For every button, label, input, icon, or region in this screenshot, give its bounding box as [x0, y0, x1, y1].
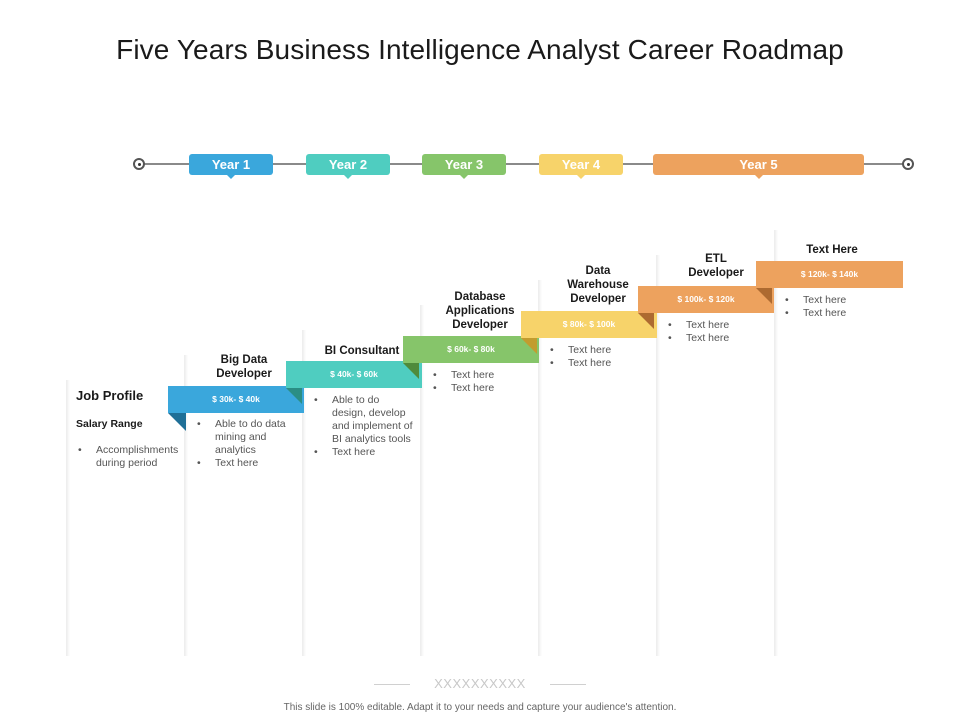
divider-left [374, 684, 410, 685]
stage-2-fold [286, 388, 302, 404]
stage-6-accomplishments: Text here Text here [785, 294, 885, 320]
page-title: Five Years Business Intelligence Analyst… [116, 34, 844, 65]
list-item: Text here [668, 319, 768, 332]
year-1-banner: Year 1 [189, 152, 273, 179]
stage-4-accomplishments: Text here Text here [550, 344, 650, 370]
year-3-pointer [460, 175, 468, 179]
list-item: Accomplishments during period [78, 444, 184, 470]
stage-4-fold [521, 338, 537, 354]
year-2-label: Year 2 [306, 154, 390, 175]
stage-3-accomplishments: Text here Text here [433, 369, 533, 395]
stage-2-salary: $ 40k- $ 60k [286, 361, 422, 388]
accomplishments-legend: Accomplishments during period [78, 444, 184, 470]
stage-5-salary: $ 100k- $ 120k [638, 286, 774, 313]
stage-4-salary: $ 80k- $ 100k [521, 311, 657, 338]
year-4-label: Year 4 [539, 154, 623, 175]
list-item: Able to do design, develop and implement… [314, 394, 414, 446]
column-divider [656, 255, 660, 656]
stage-3-salary: $ 60k- $ 80k [403, 336, 539, 363]
footer-note: This slide is 100% editable. Adapt it to… [283, 702, 677, 713]
year-4-pointer [577, 175, 585, 179]
list-item: Text here [785, 294, 885, 307]
stage-5-accomplishments: Text here Text here [668, 319, 768, 345]
stage-2-role: BI Consultant [324, 345, 400, 357]
list-item: Able to do data mining and analytics [197, 418, 295, 457]
stage-6-role: Text Here [806, 244, 858, 256]
list-item: Text here [550, 344, 650, 357]
list-item: Text here [550, 357, 650, 370]
stage-1-fold [168, 413, 186, 431]
year-3-banner: Year 3 [422, 152, 506, 179]
year-5-label: Year 5 [653, 154, 864, 175]
column-divider [302, 330, 306, 656]
column-divider [184, 355, 188, 656]
list-item: Text here [433, 369, 533, 382]
year-1-pointer [227, 175, 235, 179]
timeline-line [139, 163, 909, 165]
stage-6-fold [756, 288, 772, 304]
timeline-start-marker [133, 158, 145, 170]
year-2-pointer [344, 175, 352, 179]
stage-6-salary: $ 120k- $ 140k [756, 261, 903, 288]
year-5-pointer [754, 175, 763, 179]
stage-3-role: Database Applications Developer [445, 291, 515, 331]
year-4-banner: Year 4 [539, 152, 623, 179]
year-5-banner: Year 5 [653, 152, 864, 179]
column-divider [538, 280, 542, 656]
stage-1-accomplishments: Able to do data mining and analytics Tex… [197, 418, 295, 470]
divider-right [550, 684, 586, 685]
list-item: Text here [197, 457, 295, 470]
salary-range-label: Salary Range [76, 418, 143, 430]
job-profile-label: Job Profile [76, 388, 144, 403]
column-legend [68, 380, 185, 660]
stage-1-salary: $ 30k- $ 40k [168, 386, 304, 413]
list-item: Text here [785, 307, 885, 320]
year-1-label: Year 1 [189, 154, 273, 175]
column-divider [420, 305, 424, 656]
list-item: Text here [314, 446, 414, 459]
stage-3-fold [403, 363, 419, 379]
year-2-banner: Year 2 [306, 152, 390, 179]
year-3-label: Year 3 [422, 154, 506, 175]
column-stage-3 [422, 305, 539, 660]
stage-2-accomplishments: Able to do design, develop and implement… [314, 394, 414, 459]
stage-1-role: Big Data Developer [216, 354, 272, 380]
stage-5-role: ETL Developer [688, 253, 744, 279]
stage-4-role: Data Warehouse Developer [567, 265, 629, 305]
column-stage-5 [658, 255, 775, 660]
list-item: Text here [668, 332, 768, 345]
column-divider [66, 380, 70, 656]
timeline-end-marker [902, 158, 914, 170]
column-divider [774, 230, 778, 656]
list-item: Text here [433, 382, 533, 395]
placeholder-mark: XXXXXXXXXX [434, 676, 526, 691]
stage-5-fold [638, 313, 654, 329]
